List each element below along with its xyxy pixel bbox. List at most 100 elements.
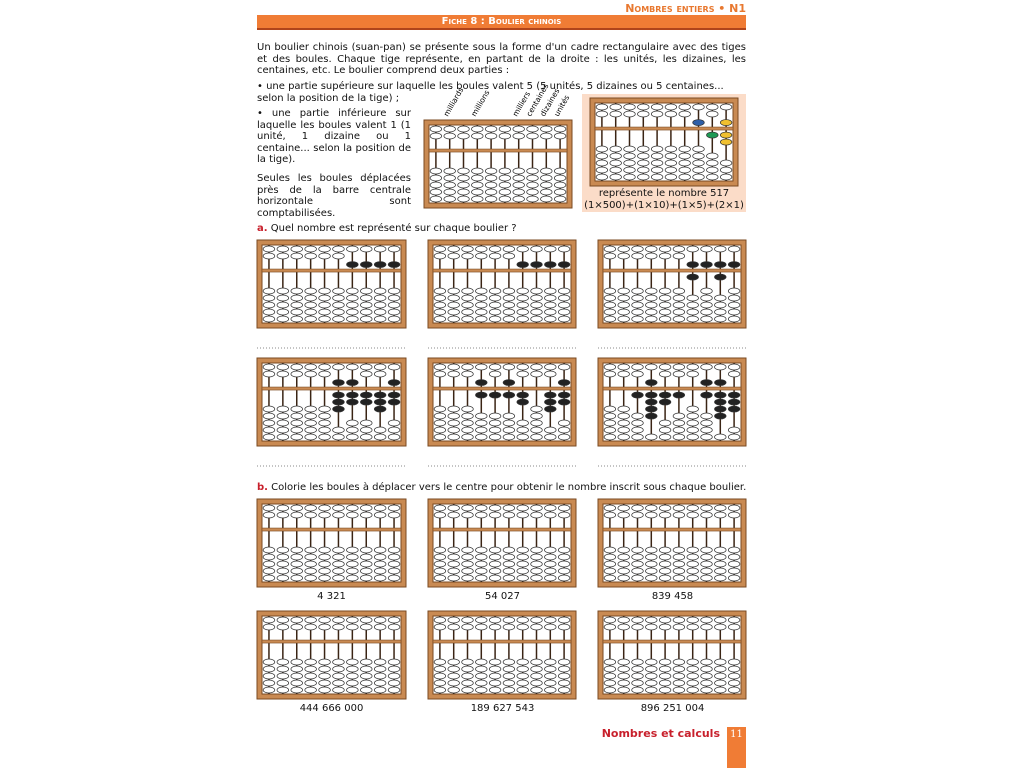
bead [557,672,571,680]
bead [631,574,644,582]
bead [429,181,443,189]
bead [488,419,502,427]
bead [727,546,741,554]
bead [304,658,317,666]
bead [631,370,644,378]
bead [461,412,474,420]
abacus-bar [261,639,402,644]
bead [387,672,401,680]
bead [461,301,474,309]
bead [727,370,741,378]
bead [540,167,553,175]
abacus-bar [432,639,572,644]
bead [433,665,447,673]
abacus [597,498,747,588]
bead [609,145,622,153]
bead [672,546,686,554]
bead [488,308,502,316]
bead [700,574,713,582]
bead [557,567,571,575]
bead [443,195,456,203]
bead [714,433,727,441]
bead [544,315,557,323]
bead [304,553,317,561]
bead [645,245,658,253]
bead [290,252,303,260]
bead [714,301,727,309]
bead [658,252,672,260]
bead [332,398,345,406]
bead [603,301,617,309]
bead [658,301,672,309]
bead [360,294,373,302]
bead [488,370,502,378]
bead [290,363,303,371]
bead [276,686,290,694]
bead [553,181,567,189]
bead [617,511,630,519]
bead [443,181,456,189]
bead [471,132,484,140]
bead [617,426,630,434]
abacus [423,119,573,209]
bead [360,560,373,568]
bead [516,574,529,582]
bead [672,433,686,441]
bead [658,398,672,406]
bead [686,665,699,673]
bead [262,405,276,413]
bead [360,308,373,316]
bead [603,511,617,519]
bead [346,511,359,519]
bead [262,665,276,673]
bead [672,560,686,568]
bead [475,658,488,666]
bead [332,433,345,441]
bead [290,616,303,624]
bead [516,672,529,680]
bead [714,686,727,694]
bead [488,658,502,666]
bead [290,560,303,568]
bead [475,672,488,680]
bead [360,433,373,441]
bead [262,686,276,694]
bead [714,616,727,624]
bead [488,553,502,561]
bead [714,261,727,268]
bead [318,294,331,302]
question-letter: a. [257,223,268,234]
bead [727,616,741,624]
bead [332,504,345,512]
bead [429,188,443,196]
bead [290,567,303,575]
bead [461,426,474,434]
target-number: 839 458 [651,591,694,602]
bead [346,245,359,253]
bead [686,686,699,694]
bead [609,103,622,111]
abacus [256,498,407,588]
bead [475,623,488,631]
bead [516,261,529,268]
bead [471,188,484,196]
bead [645,560,658,568]
bead [516,560,529,568]
bead [658,370,672,378]
bead [609,166,622,174]
bead [672,308,686,316]
bead [658,567,672,575]
bead [373,294,387,302]
bead [498,188,512,196]
bead [332,546,345,554]
abacus [256,357,407,447]
bead [433,370,447,378]
abacus [597,610,747,700]
bead [544,546,557,554]
bead [488,567,502,575]
bead [700,294,713,302]
abacus-bar [602,639,742,644]
bead [457,125,470,133]
bead [645,379,658,386]
bead [447,419,460,427]
